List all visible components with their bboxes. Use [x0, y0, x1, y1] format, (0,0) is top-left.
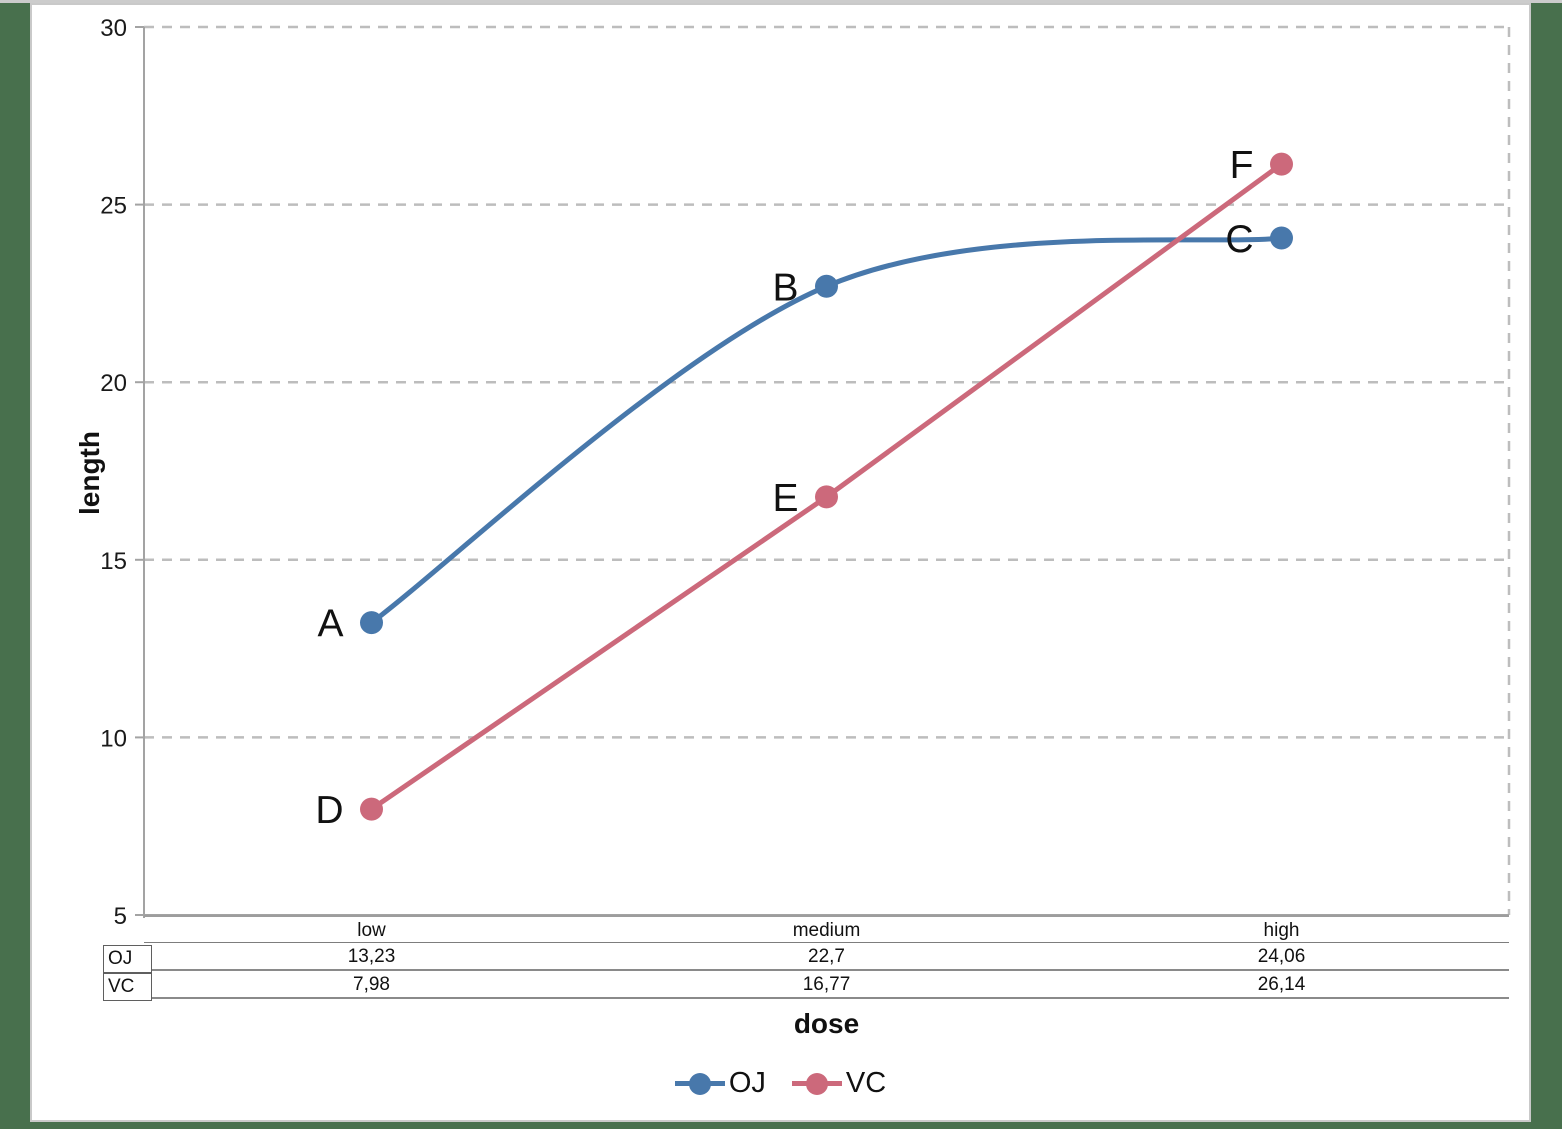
table-row-oj: 13,23 22,7 24,06 [144, 943, 1509, 971]
point-label-a: A [317, 603, 343, 646]
y-tick-label: 20 [100, 370, 127, 397]
legend-label-oj: OJ [728, 1067, 766, 1099]
x-axis-title: dose [793, 1008, 860, 1039]
legend-item-oj: OJ [674, 1067, 766, 1100]
legend-marker-vc [791, 1071, 842, 1097]
legend-item-vc: VC [791, 1067, 887, 1100]
data-point-f [1270, 152, 1293, 176]
table-cell: 24,06 [1257, 946, 1306, 967]
window-top-border [0, 0, 1562, 3]
column-header-medium: medium [792, 920, 861, 941]
table-cell: 22,7 [808, 946, 845, 967]
data-point-d [360, 797, 383, 821]
row-header-oj: OJ [103, 945, 152, 973]
point-label-c: C [1225, 218, 1253, 261]
legend-marker-oj [674, 1071, 725, 1097]
data-point-b [815, 274, 838, 298]
data-point-a [360, 611, 383, 635]
chart-legend: OJ VC [32, 1067, 1529, 1100]
table-header-row: low medium high [144, 915, 1509, 943]
table-cell: 7,98 [353, 974, 390, 995]
data-point-e [815, 485, 838, 509]
table-cell: 13,23 [347, 946, 396, 967]
y-tick-label: 10 [100, 725, 127, 752]
data-point-c [1270, 226, 1293, 250]
point-label-f: F [1230, 144, 1254, 187]
table-cell: 16,77 [802, 974, 851, 995]
point-label-e: E [772, 477, 798, 520]
point-label-b: B [772, 266, 798, 309]
y-tick-label: 25 [100, 193, 127, 220]
column-header-low: low [357, 920, 386, 941]
point-label-d: D [315, 789, 343, 832]
y-tick-label: 30 [100, 15, 127, 42]
y-tick-label: 15 [100, 548, 127, 575]
row-header-vc: VC [103, 973, 152, 1001]
table-row-vc: 7,98 16,77 26,14 [144, 971, 1509, 999]
y-axis-title: length [74, 431, 105, 515]
column-header-high: high [1263, 920, 1300, 941]
data-table: low medium high 13,23 22,7 24,06 7,98 16… [144, 915, 1509, 999]
chart-panel: 30 25 20 15 10 5 A B C D E F length low medium high… [30, 3, 1531, 1122]
legend-label-vc: VC [845, 1067, 887, 1099]
y-tick-label: 5 [114, 903, 127, 930]
table-cell: 26,14 [1257, 974, 1306, 995]
